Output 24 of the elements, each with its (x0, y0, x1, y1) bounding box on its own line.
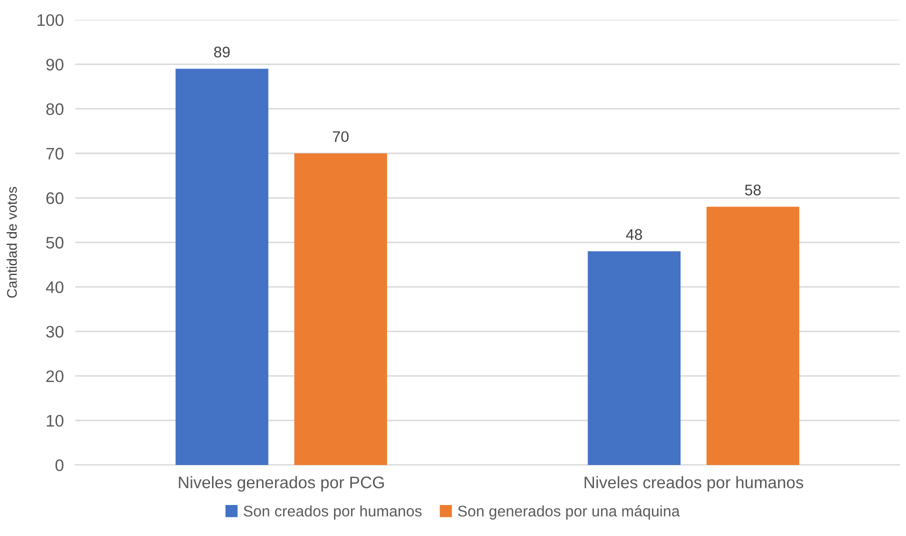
data-label: 89 (214, 46, 230, 58)
y-tick-label: 90 (46, 58, 64, 71)
y-tick-label: 100 (38, 14, 64, 26)
y-tick-label: 30 (46, 326, 64, 338)
y-tick-label: 0 (55, 459, 64, 472)
bar (706, 206, 800, 465)
x-tick-label: Niveles generados por PCG (178, 476, 384, 492)
y-tick-label: 80 (46, 103, 64, 116)
y-tick-label: 50 (46, 236, 64, 249)
data-label: 48 (626, 229, 642, 240)
x-tick-label: Niveles creados por humanos (584, 476, 804, 492)
bar (176, 68, 268, 465)
data-label: 70 (332, 131, 349, 142)
legend-label: Son creados por humanos (244, 505, 422, 520)
y-tick-label: 70 (46, 148, 64, 160)
legend-label: Son generados por una máquina (458, 505, 680, 520)
y-tick-label: 40 (46, 281, 64, 294)
bar (294, 153, 388, 465)
y-tick-label: 10 (46, 414, 64, 427)
bar (588, 251, 681, 465)
y-tick-label: 20 (46, 370, 64, 382)
y-tick-label: 60 (46, 192, 64, 204)
y-axis-title: Cantidad de votos (6, 186, 17, 298)
data-label: 58 (745, 184, 761, 196)
